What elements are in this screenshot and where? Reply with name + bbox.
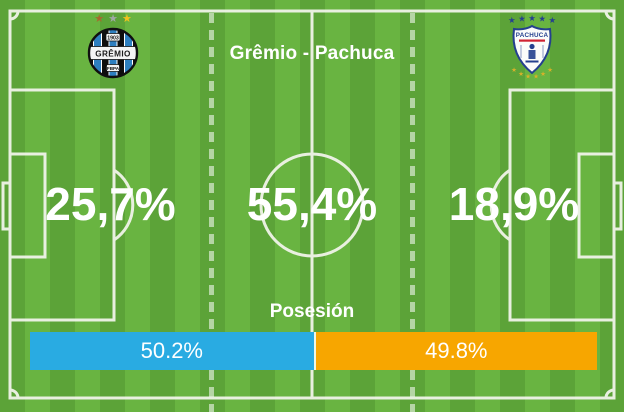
gremio-badge-year: 1903 (107, 35, 119, 41)
corner-arc (9, 10, 20, 21)
star-icon: ★ (507, 15, 516, 25)
right-goal (612, 181, 623, 231)
gremio-stars: ★ ★ ★ (84, 13, 142, 26)
gremio-crest: ★ ★ ★ GRÊMIO 1903 (84, 13, 142, 79)
star-icon: ★ (528, 13, 536, 23)
star-icon: ★ (538, 13, 546, 24)
star-icon: ★ (511, 66, 517, 74)
center-circle (259, 152, 365, 258)
pachuca-crest: ★ ★ ★ ★ ★ PACHUCA ★ ★ ★ ★ ★ ★ (501, 13, 563, 80)
right-penalty-arc (489, 168, 511, 242)
zone-possession-left: 25,7% (45, 178, 176, 230)
pachuca-top-stars: ★ ★ ★ ★ ★ (501, 13, 563, 25)
star-icon: ★ (518, 70, 524, 78)
star-icon: ★ (547, 66, 553, 74)
pachuca-shield-label: PACHUCA (516, 32, 549, 39)
possession-label: Posesión (269, 301, 355, 322)
star-icon: ★ (121, 13, 132, 25)
left-penalty-arc (113, 168, 135, 242)
pachuca-shield-icon: PACHUCA ★ ★ ★ ★ ★ ★ (511, 24, 553, 80)
star-icon: ★ (94, 13, 105, 25)
star-icon: ★ (108, 13, 118, 25)
zone-possession-right: 18,9% (448, 178, 580, 230)
possession-home-segment: 50.2% (30, 332, 316, 370)
star-icon: ★ (533, 73, 539, 81)
star-icon: ★ (548, 15, 557, 25)
gremio-badge-acronym: FBPA (107, 66, 120, 71)
possession-bar: 50.2% 49.8% (30, 332, 597, 370)
gremio-badge-icon: GRÊMIO 1903 FBPA (87, 27, 139, 79)
star-icon: ★ (540, 70, 546, 78)
pachuca-bottom-stars: ★ ★ ★ ★ ★ ★ (511, 66, 553, 80)
corner-arc (604, 10, 615, 21)
star-icon: ★ (525, 73, 531, 81)
match-title: Grêmio - Pachuca (229, 43, 395, 64)
left-goal (1, 181, 12, 231)
corner-arc (9, 388, 20, 399)
possession-away-segment: 49.8% (315, 332, 597, 370)
gremio-badge-label: GRÊMIO (95, 48, 131, 59)
star-icon: ★ (518, 13, 526, 24)
corner-arc (604, 388, 615, 399)
zone-possession-middle: 55,4% (246, 178, 378, 230)
